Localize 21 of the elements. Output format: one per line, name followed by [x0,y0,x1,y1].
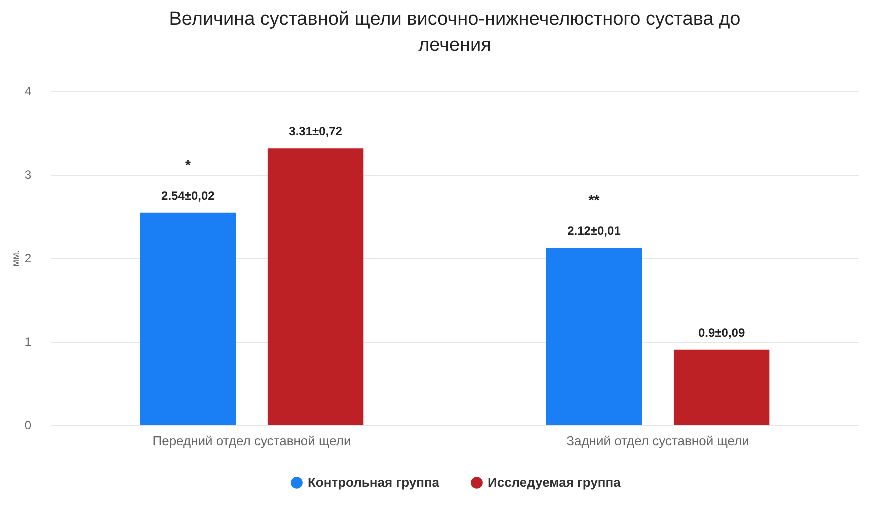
bar [546,248,642,425]
x-tick-label: Задний отдел суставной щели [566,434,750,448]
legend-label: Контрольная группа [308,475,440,490]
data-label: 2.12±0,01 [568,224,622,238]
legend-label: Исследуемая группа [488,475,622,490]
bar [268,148,364,425]
annotation: ** [588,192,600,208]
data-label: 0.9±0,09 [698,326,746,340]
y-tick-label: 3 [24,168,32,182]
data-label: 3.31±0,72 [289,124,343,139]
data-label: 2.54±0,02 [162,188,216,203]
bar [674,350,770,425]
y-tick-label: 4 [24,84,32,98]
y-tick-label: 0 [24,418,32,432]
x-tick-label: Передний отдел суставной щели [152,434,352,448]
y-tick-label: 1 [24,335,32,349]
bar [140,212,236,425]
annotation: * [185,156,192,173]
chart-title: Величина суставной щели височно-нижнечелюстного сустава до лечения [169,9,741,56]
y-tick-label: 2 [24,252,32,266]
y-axis-title: мм. [10,250,22,267]
